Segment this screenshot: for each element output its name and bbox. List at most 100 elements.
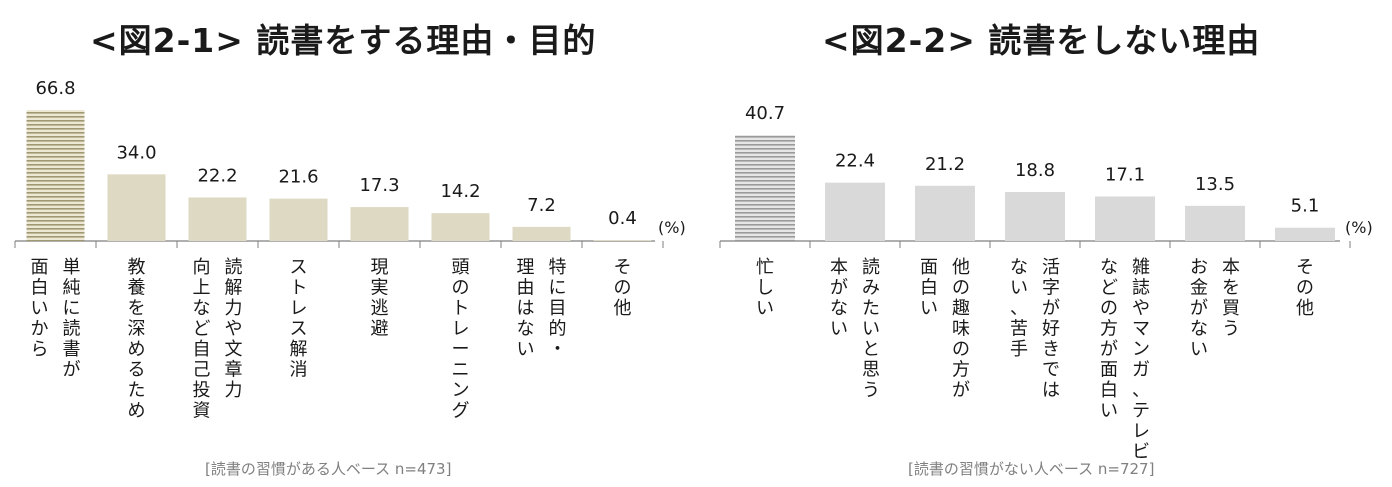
category-label-char: た bbox=[128, 380, 146, 401]
category-label-char: 他 bbox=[952, 257, 970, 278]
bar bbox=[350, 207, 409, 241]
category-label-char: 己 bbox=[193, 360, 211, 381]
category-label-char: 目 bbox=[549, 298, 567, 319]
category-label-char: 思 bbox=[862, 360, 880, 381]
data-label: 14.2 bbox=[440, 181, 480, 202]
category-label-char: 味 bbox=[952, 319, 970, 340]
category-label-char: 頭 bbox=[452, 257, 470, 278]
category-label-char: 活 bbox=[1042, 257, 1060, 278]
category-label-char: を bbox=[1222, 278, 1240, 299]
category-label-char: ス bbox=[290, 319, 308, 340]
chart-title: <図2-1> 読書をする理由・目的 bbox=[90, 21, 597, 60]
category-label-char: が bbox=[1100, 339, 1118, 360]
data-label: 21.6 bbox=[278, 167, 318, 188]
category-label-char: ど bbox=[1100, 278, 1118, 299]
data-label: 13.5 bbox=[1195, 174, 1235, 195]
category-label-char: 他 bbox=[1296, 298, 1314, 319]
bar bbox=[188, 197, 247, 241]
category-label-char: 、 bbox=[1010, 298, 1028, 319]
category-label-char: 逃 bbox=[371, 298, 389, 319]
data-label: 34.0 bbox=[116, 142, 156, 163]
category-label-char: お bbox=[1190, 257, 1208, 278]
category-label-char: ・ bbox=[549, 339, 567, 360]
category-label-char: き bbox=[1042, 339, 1060, 360]
bar bbox=[915, 185, 975, 241]
category-label-char: と bbox=[862, 339, 880, 360]
category-label-char: 好 bbox=[1042, 319, 1060, 340]
unit-label: (%) bbox=[658, 218, 686, 237]
category-label-char: ビ bbox=[1132, 442, 1150, 463]
category-label-char: 字 bbox=[1042, 278, 1060, 299]
category-label-char: 教 bbox=[128, 257, 146, 278]
bar bbox=[825, 182, 885, 241]
category-label-char: が bbox=[1190, 298, 1208, 319]
category-label-char: が bbox=[1042, 298, 1060, 319]
category-label-char: ト bbox=[290, 278, 308, 299]
bar bbox=[1005, 192, 1065, 241]
bar bbox=[269, 198, 328, 241]
category-label-char: 純 bbox=[63, 278, 81, 299]
category-label-char: 力 bbox=[225, 298, 243, 319]
category-label-char: 苦 bbox=[1010, 319, 1028, 340]
category-label-char: 忙 bbox=[756, 257, 774, 278]
category-label-char: ら bbox=[31, 339, 49, 360]
category-label-char: 他 bbox=[614, 298, 632, 319]
category-label-char: ニ bbox=[452, 360, 470, 381]
category-label-char: た bbox=[862, 298, 880, 319]
category-label-char: 自 bbox=[193, 339, 211, 360]
category-label-char: う bbox=[862, 380, 880, 401]
category-label-char: め bbox=[128, 339, 146, 360]
category-label-char: 趣 bbox=[952, 298, 970, 319]
category-label-char: そ bbox=[614, 257, 632, 278]
category-label-char: 資 bbox=[193, 401, 211, 422]
category-label-char: な bbox=[1100, 257, 1118, 278]
category-label-char: な bbox=[830, 298, 848, 319]
bar bbox=[593, 240, 652, 241]
category-label-char: の bbox=[952, 339, 970, 360]
category-label-char: 手 bbox=[1010, 339, 1028, 360]
data-label: 5.1 bbox=[1291, 196, 1320, 217]
bar bbox=[107, 174, 166, 241]
data-label: 40.7 bbox=[745, 103, 785, 124]
chart-panel-reasons-to-read: <図2-1> 読書をする理由・目的 66.8 単純に読書が面白いから 34.0 教養を… bbox=[14, 21, 686, 478]
category-label-char: に bbox=[63, 298, 81, 319]
sample-base-note: [読書の習慣がない人ベース n=727] bbox=[908, 460, 1155, 478]
category-label-char: い bbox=[31, 298, 49, 319]
category-label-char: の bbox=[614, 278, 632, 299]
category-label-char: 解 bbox=[225, 278, 243, 299]
data-label: 0.4 bbox=[608, 208, 637, 229]
data-label: 17.3 bbox=[359, 175, 399, 196]
category-label-char: 向 bbox=[193, 257, 211, 278]
category-label-char: 面 bbox=[31, 257, 49, 278]
category-label-char: そ bbox=[1296, 257, 1314, 278]
category-label-char: な bbox=[1190, 319, 1208, 340]
bar bbox=[26, 110, 85, 241]
category-label-char: み bbox=[862, 278, 880, 299]
data-label: 22.2 bbox=[197, 165, 237, 186]
data-label: 66.8 bbox=[35, 78, 75, 99]
category-label-char: い bbox=[756, 298, 774, 319]
category-label-char: マ bbox=[1132, 319, 1150, 340]
category-label-char: 的 bbox=[549, 319, 567, 340]
bar bbox=[735, 135, 795, 241]
category-label-char: の bbox=[952, 278, 970, 299]
category-label-char: 白 bbox=[1100, 380, 1118, 401]
bar bbox=[1185, 205, 1245, 241]
category-label-char: 深 bbox=[128, 319, 146, 340]
category-label-char: に bbox=[549, 278, 567, 299]
category-label-char: い bbox=[1100, 401, 1118, 422]
category-label-char: 力 bbox=[225, 380, 243, 401]
category-label-char: 方 bbox=[952, 360, 970, 381]
category-label-char: 読 bbox=[862, 257, 880, 278]
category-label-char: 実 bbox=[371, 278, 389, 299]
category-label-char: の bbox=[1100, 298, 1118, 319]
unit-label: (%) bbox=[1345, 218, 1373, 237]
category-label-char: ス bbox=[290, 257, 308, 278]
category-label-char: し bbox=[756, 278, 774, 299]
category-label-char: い bbox=[862, 319, 880, 340]
bar-chart-reasons-to-read: 66.8単純に読書が面白いから34.0教養を深めるため22.2読解力や文章力向上… bbox=[14, 78, 686, 422]
category-label-char: の bbox=[1296, 278, 1314, 299]
category-label-char: い bbox=[1190, 339, 1208, 360]
category-label-char: が bbox=[63, 360, 81, 381]
category-label-char: 面 bbox=[920, 257, 938, 278]
